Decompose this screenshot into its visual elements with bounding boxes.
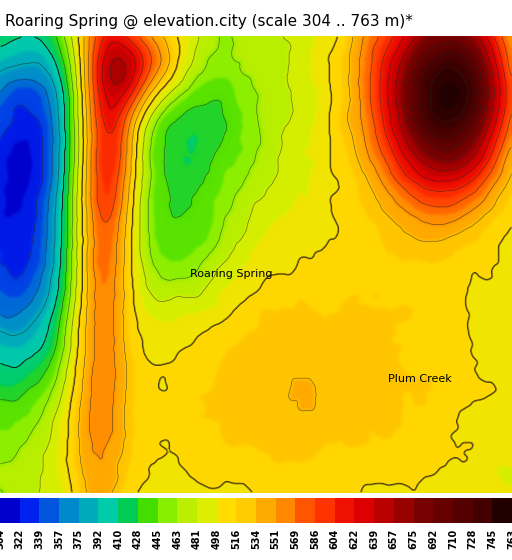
Bar — [158, 497, 177, 523]
Text: 410: 410 — [113, 529, 123, 549]
Text: 375: 375 — [74, 529, 84, 549]
Bar — [433, 497, 453, 523]
Bar — [256, 497, 275, 523]
Text: Roaring Spring: Roaring Spring — [189, 269, 272, 279]
Bar — [197, 497, 217, 523]
Bar — [493, 497, 512, 523]
Bar — [39, 497, 59, 523]
Bar — [237, 497, 256, 523]
Bar — [118, 497, 138, 523]
Bar — [98, 497, 118, 523]
Bar — [394, 497, 414, 523]
Text: 392: 392 — [94, 529, 103, 549]
Text: 463: 463 — [172, 529, 182, 549]
Text: Roaring Spring @ elevation.city (scale 304 .. 763 m)*: Roaring Spring @ elevation.city (scale 3… — [5, 13, 413, 29]
Text: 675: 675 — [409, 529, 418, 549]
Bar — [217, 497, 237, 523]
Bar — [0, 497, 19, 523]
Text: 481: 481 — [192, 529, 202, 549]
Text: 445: 445 — [153, 529, 162, 549]
Bar — [335, 497, 354, 523]
Bar — [275, 497, 295, 523]
Bar — [79, 497, 98, 523]
Bar — [19, 497, 39, 523]
Text: 534: 534 — [251, 529, 261, 549]
Text: 728: 728 — [467, 529, 478, 549]
Text: 400: 400 — [57, 218, 67, 237]
Text: 745: 745 — [487, 529, 497, 549]
Text: 322: 322 — [15, 529, 25, 549]
Bar — [138, 497, 158, 523]
Text: 357: 357 — [54, 529, 64, 549]
Bar — [177, 497, 197, 523]
Text: 500: 500 — [185, 470, 206, 489]
Text: 569: 569 — [290, 529, 301, 549]
Text: Plum Creek: Plum Creek — [389, 374, 452, 384]
Text: 657: 657 — [389, 529, 399, 549]
Bar — [493, 497, 512, 523]
Bar — [414, 497, 433, 523]
Text: 692: 692 — [428, 529, 438, 549]
Text: 551: 551 — [271, 529, 281, 549]
Text: 763: 763 — [507, 529, 512, 549]
Bar — [295, 497, 315, 523]
Text: 304: 304 — [0, 529, 5, 549]
Text: 500: 500 — [126, 255, 136, 273]
Bar — [315, 497, 335, 523]
Text: 516: 516 — [231, 529, 241, 549]
Text: 710: 710 — [448, 529, 458, 549]
Bar — [453, 497, 473, 523]
Text: 428: 428 — [133, 529, 143, 549]
Bar — [59, 497, 79, 523]
Text: 339: 339 — [34, 529, 45, 549]
Text: 586: 586 — [310, 529, 320, 549]
Text: 500: 500 — [77, 262, 88, 281]
Bar — [473, 497, 493, 523]
Text: 622: 622 — [350, 529, 359, 549]
Text: 498: 498 — [211, 529, 222, 549]
Text: 604: 604 — [330, 529, 340, 549]
Bar — [354, 497, 374, 523]
Text: 500: 500 — [498, 222, 512, 243]
Bar — [374, 497, 394, 523]
Text: 639: 639 — [369, 529, 379, 549]
